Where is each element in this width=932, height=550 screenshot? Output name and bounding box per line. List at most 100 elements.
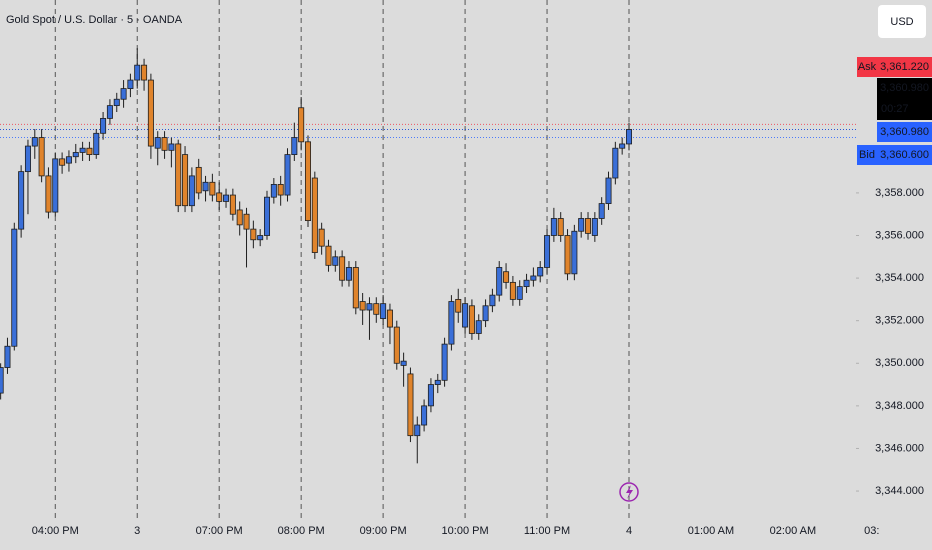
candle-body: [202, 181, 209, 192]
candle-body: [626, 129, 633, 145]
x-tick-label: 01:00 AM: [688, 525, 734, 537]
candle-body: [264, 196, 271, 236]
x-tick-label: 08:00 PM: [278, 525, 325, 537]
price-tag-name: Ask: [858, 61, 877, 73]
candle-body: [52, 158, 59, 213]
candle-body: [421, 405, 428, 426]
candle-body: [373, 303, 380, 315]
y-tick-label: 3,352.000: [875, 315, 924, 327]
candle-body: [380, 303, 387, 319]
price-tag: [877, 145, 932, 165]
candle-body: [468, 305, 475, 334]
candle-body: [79, 147, 86, 153]
candle-body: [509, 281, 516, 300]
candle-body: [455, 298, 462, 313]
candle-body: [427, 384, 434, 407]
candle-body: [147, 79, 154, 147]
price-countdown: 00:27: [881, 103, 909, 115]
candle-body: [59, 158, 66, 166]
price-tag-name-box: [857, 145, 877, 165]
y-tick-label: 3,350.000: [875, 357, 924, 369]
y-tick-label: 3,346.000: [875, 442, 924, 454]
x-tick-label: 04:00 PM: [32, 525, 79, 537]
candle-body: [277, 184, 284, 196]
candle-body: [544, 235, 551, 268]
candle-body: [284, 154, 291, 196]
grid-layer: [54, 0, 630, 520]
y-tick-label: 3,344.000: [875, 485, 924, 497]
candle-body: [45, 175, 52, 213]
candle-body: [127, 79, 134, 89]
candle-body: [537, 267, 544, 277]
candle-body: [229, 194, 236, 215]
candle-body: [223, 194, 230, 202]
candle-body: [407, 373, 414, 437]
candle-body: [496, 267, 503, 296]
candle-body: [434, 379, 441, 385]
candle-body: [414, 424, 421, 437]
candle-body: [195, 166, 202, 194]
candle-body: [134, 64, 141, 81]
candle-body: [86, 147, 93, 155]
candle-body: [605, 177, 612, 204]
candle-body: [523, 279, 530, 288]
candle-body: [441, 343, 448, 381]
candle-layer: [0, 48, 633, 464]
candle-body: [503, 271, 510, 283]
candle-body: [161, 137, 168, 151]
x-tick-label: 3: [134, 525, 140, 537]
candle-body: [339, 256, 346, 281]
x-tick-label: 07:00 PM: [196, 525, 243, 537]
x-tick-label: 09:00 PM: [360, 525, 407, 537]
candle-body: [318, 228, 325, 247]
y-axis: 3,344.000 3,346.000 3,348.000 3,350.000 3,35…: [856, 187, 924, 497]
candle-body: [325, 245, 332, 266]
price-tag: [877, 57, 932, 77]
candle-body: [141, 64, 148, 81]
candle-body: [154, 137, 161, 149]
candle-body: [619, 143, 626, 149]
candle-body: [18, 171, 25, 230]
candle-body: [462, 303, 469, 328]
candle-body: [571, 230, 578, 275]
candle-body: [38, 137, 45, 177]
candle-body: [352, 267, 359, 309]
x-tick-label: 03:0: [864, 525, 885, 537]
candle-body: [168, 143, 175, 151]
candle-body: [366, 303, 373, 311]
currency-button[interactable]: [878, 5, 926, 38]
candle-body: [550, 218, 557, 236]
candle-body: [489, 294, 496, 307]
candle-body: [120, 88, 127, 100]
candle-body: [270, 184, 277, 198]
candle-body: [359, 301, 366, 311]
price-tag-label: 3,361.220: [880, 61, 929, 73]
candle-body: [585, 218, 592, 234]
candle-body: [311, 177, 318, 253]
alert-bolt[interactable]: [626, 485, 633, 499]
price-tag-label: 3,360.980: [880, 82, 929, 94]
y-tick-label: 3,358.000: [875, 187, 924, 199]
candle-body: [31, 137, 38, 147]
candle-body: [304, 141, 311, 222]
candle-body: [100, 117, 107, 134]
candle-body: [216, 192, 223, 202]
candle-body: [188, 175, 195, 207]
price-tag-label: 3,360.980: [880, 126, 929, 138]
candle-body: [475, 320, 482, 334]
x-axis: 04:00 PM 3 07:00 PM 08:00 PM 09:00 PM 10:00 P…: [32, 525, 885, 537]
candle-body: [400, 360, 407, 366]
y-tick-label: 3,356.000: [875, 229, 924, 241]
candle-body: [516, 286, 523, 300]
candle-body: [243, 213, 250, 230]
candle-body: [257, 235, 264, 241]
alert-circle[interactable]: [619, 482, 639, 502]
currency-label[interactable]: USD: [890, 16, 913, 28]
candle-body: [4, 345, 11, 368]
alert-icon[interactable]: [619, 482, 639, 502]
price-tags: 3,361.220Ask3,360.98000:273,360.9803,360…: [857, 57, 932, 165]
x-tick-label: 11:00 PM: [524, 525, 570, 537]
candle-body: [175, 143, 182, 207]
